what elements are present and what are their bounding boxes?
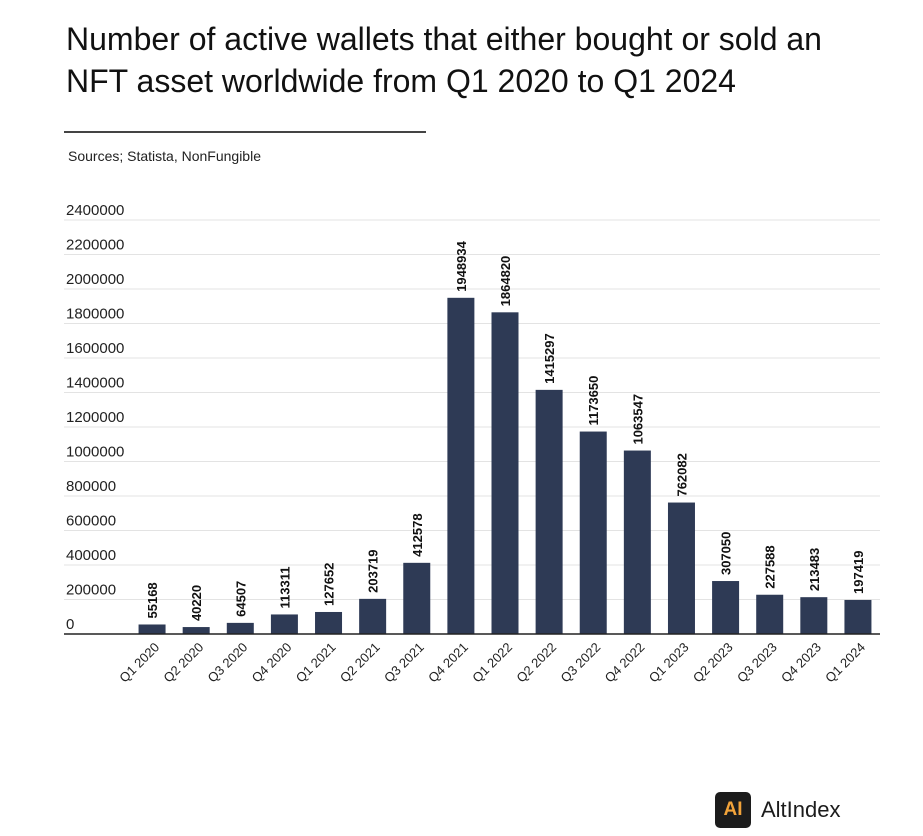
x-tick-label: Q1 2024 <box>822 640 868 686</box>
y-tick-label: 1000000 <box>66 444 124 461</box>
bar <box>138 624 166 634</box>
bar <box>447 297 475 634</box>
y-tick-label: 1200000 <box>66 409 124 426</box>
data-label: 40220 <box>189 585 204 621</box>
x-tick-label: Q2 2020 <box>160 640 206 686</box>
bar <box>844 599 872 634</box>
bars <box>138 297 872 634</box>
data-label: 213483 <box>807 548 822 591</box>
data-label: 1063547 <box>630 394 645 445</box>
bar-chart: 0 200000 400000 600000 800000 1000000 1200000 1… <box>64 202 880 686</box>
bar <box>403 562 431 634</box>
x-tick-label: Q4 2021 <box>425 640 471 686</box>
y-tick-label: 1800000 <box>66 306 124 323</box>
data-label: 55168 <box>145 582 160 618</box>
x-tick-label: Q3 2020 <box>205 640 251 686</box>
x-tick-label: Q3 2022 <box>557 640 603 686</box>
y-tick-label: 800000 <box>66 478 116 495</box>
y-axis-ticks: 0 200000 400000 600000 800000 1000000 1200000 1… <box>66 202 124 633</box>
x-tick-label: Q3 2021 <box>381 640 427 686</box>
data-label: 762082 <box>674 453 689 496</box>
brand-logo: AI AltIndex <box>715 792 841 828</box>
y-tick-label: 2000000 <box>66 271 124 288</box>
bar <box>800 597 828 634</box>
x-tick-label: Q2 2023 <box>690 640 736 686</box>
bar <box>535 389 563 634</box>
bar <box>270 614 298 634</box>
x-tick-label: Q4 2023 <box>778 640 824 686</box>
y-tick-label: 400000 <box>66 547 116 564</box>
data-labels: 55168 40220 64507 113311 127652 203719 412578 1… <box>145 240 866 621</box>
bar <box>623 450 651 634</box>
x-tick-label: Q2 2021 <box>337 640 383 686</box>
bar <box>756 594 784 634</box>
bar <box>491 312 519 634</box>
x-tick-label: Q4 2020 <box>249 640 295 686</box>
x-tick-label: Q2 2022 <box>513 640 559 686</box>
y-tick-label: 2200000 <box>66 237 124 254</box>
y-tick-label: 1600000 <box>66 340 124 357</box>
bar <box>315 611 343 634</box>
data-label: 307050 <box>719 532 734 575</box>
data-label: 197419 <box>851 551 866 594</box>
bar <box>712 581 740 634</box>
bar <box>667 502 695 634</box>
data-label: 113311 <box>277 567 292 609</box>
y-tick-label: 1400000 <box>66 375 124 392</box>
data-label: 1173650 <box>586 376 601 426</box>
y-tick-label: 2400000 <box>66 202 124 219</box>
data-label: 127652 <box>322 563 337 606</box>
x-tick-label: Q1 2020 <box>116 640 162 686</box>
x-tick-label: Q4 2022 <box>602 640 648 686</box>
bar <box>359 598 387 634</box>
title-divider <box>64 131 426 133</box>
y-tick-label: 0 <box>66 616 74 633</box>
x-tick-label: Q3 2023 <box>734 640 780 686</box>
data-label: 1415297 <box>542 333 557 384</box>
x-tick-label: Q1 2022 <box>469 640 515 686</box>
y-tick-label: 200000 <box>66 582 116 599</box>
data-label: 1864820 <box>498 256 513 307</box>
data-label: 227588 <box>763 545 778 588</box>
altindex-logo-icon: AI <box>715 792 751 828</box>
bar <box>226 622 254 634</box>
brand-name: AltIndex <box>761 797 841 822</box>
data-label: 64507 <box>233 581 248 617</box>
chart-source: Sources; Statista, NonFungible <box>68 148 261 164</box>
x-tick-label: Q1 2023 <box>646 640 692 686</box>
bar <box>579 431 607 634</box>
bar <box>182 627 210 634</box>
data-label: 1948934 <box>454 240 469 291</box>
data-label: 203719 <box>366 549 381 592</box>
data-label: 412578 <box>410 513 425 556</box>
x-tick-label: Q1 2021 <box>293 640 339 686</box>
chart-title: Number of active wallets that either bou… <box>66 21 822 99</box>
y-tick-label: 600000 <box>66 513 116 530</box>
